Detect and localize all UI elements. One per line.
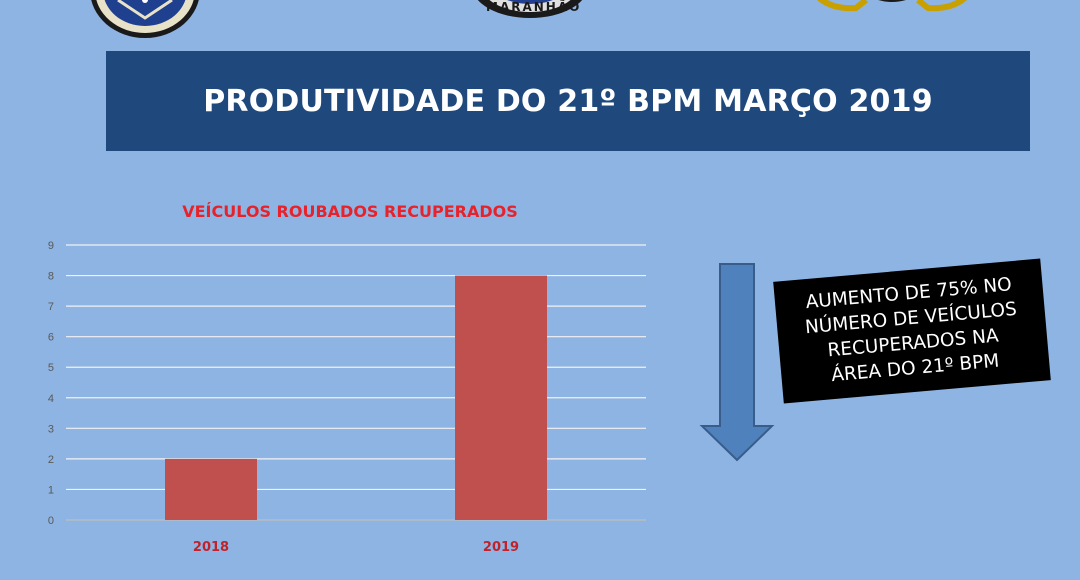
police-badge-left-logo — [91, 0, 199, 38]
title-banner: PRODUTIVIDADE DO 21º BPM MARÇO 2019 — [106, 51, 1030, 151]
y-tick-label: 5 — [48, 362, 54, 374]
maranhao-seal-text: MARANHÃO — [486, 0, 582, 14]
y-tick-label: 4 — [48, 393, 54, 405]
x-tick-label: 2019 — [483, 540, 519, 555]
bar-2018 — [165, 458, 257, 520]
y-tick-label: 3 — [48, 423, 54, 435]
y-tick-label: 8 — [48, 271, 54, 283]
chart-title: VEÍCULOS ROUBADOS RECUPERADOS — [182, 202, 518, 221]
bar-2019 — [455, 275, 547, 520]
y-tick-label: 2 — [48, 454, 54, 466]
y-tick-label: 1 — [48, 484, 54, 496]
battalion-emblem-right-logo — [817, 0, 967, 12]
down-arrow-icon — [699, 263, 775, 462]
y-tick-label: 0 — [48, 515, 54, 527]
x-tick-label: 2018 — [193, 540, 229, 555]
maranhao-seal-logo — [477, 0, 583, 18]
callout-box: AUMENTO DE 75% NO NÚMERO DE VEÍCULOS REC… — [773, 258, 1051, 404]
y-tick-label: 9 — [48, 240, 54, 252]
page-title: PRODUTIVIDADE DO 21º BPM MARÇO 2019 — [203, 83, 933, 119]
y-tick-label: 7 — [48, 301, 54, 313]
y-tick-label: 6 — [48, 332, 54, 344]
callout-text: AUMENTO DE 75% NO NÚMERO DE VEÍCULOS REC… — [804, 274, 1018, 387]
